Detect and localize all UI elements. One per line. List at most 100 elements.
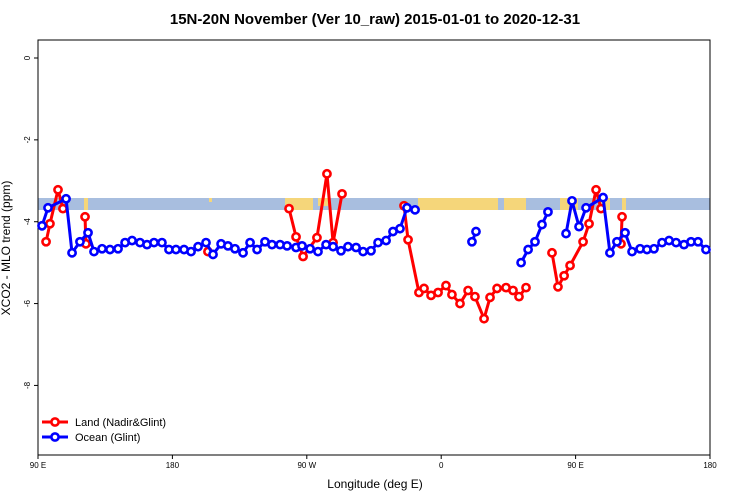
data-point [127,235,137,246]
data-point [492,283,502,294]
y-tick-label: 0 [23,55,32,60]
data-point [322,168,332,179]
data-point [297,240,307,251]
x-tick-label: 0 [439,461,444,470]
data-point [89,246,99,257]
legend-label: Ocean (Glint) [75,432,140,444]
data-point [581,202,591,213]
data-point [43,202,53,213]
data-point [402,202,412,213]
data-point [591,184,601,195]
y-axis-label: XCO2 - MLO trend (ppm) [0,181,13,316]
data-point [671,237,682,248]
data-point [105,244,115,255]
x-axis-label: Longitude (deg E) [327,477,422,491]
data-point [366,245,376,256]
data-point [508,285,518,296]
data-point [574,221,584,232]
legend-marker [50,417,60,427]
data-point [578,236,588,247]
data-point [193,241,203,252]
data-point [41,236,51,247]
y-tick-label: -8 [23,381,32,389]
data-point [530,236,540,247]
data-point [186,246,196,257]
data-point [267,239,277,250]
data-point [537,219,547,230]
data-point [567,195,577,206]
data-point [337,188,347,199]
data-point [328,241,338,252]
data-point [467,236,477,247]
data-point [617,211,627,222]
data-point [291,231,301,242]
data-point [149,237,159,248]
x-tick-label: 90 E [30,461,46,470]
data-point [485,292,495,303]
x-tick-label: 180 [166,461,180,470]
data-point [238,247,248,258]
data-point [693,236,703,247]
data-point [584,218,594,229]
legend-label: Land (Nadir&Glint) [75,417,166,429]
data-point [627,246,637,257]
data-point [230,243,240,254]
data-point [305,243,315,254]
data-point [83,227,93,238]
data-point [547,247,557,258]
data-point [553,281,563,292]
data-point [403,234,413,245]
data-point [598,192,608,203]
data-point [381,235,391,246]
data-point [514,291,524,302]
data-point [441,280,451,291]
data-point [97,243,107,254]
data-point [479,313,489,324]
data-point [245,237,255,248]
data-point [298,251,308,262]
data-point [605,247,615,258]
data-point [45,218,55,229]
data-point [447,289,457,300]
data-point [701,244,711,255]
data-point [313,246,323,257]
data-point [463,285,473,296]
data-point [252,244,262,255]
data-point [612,236,622,247]
data-point [312,232,322,243]
data-point [521,282,531,293]
data-point [157,237,167,248]
data-point [543,206,553,217]
data-point [358,246,368,257]
y-tick-label: -2 [23,136,32,144]
data-point [208,249,218,260]
data-point [561,228,571,239]
data-point [351,242,361,253]
data-point [67,247,77,258]
data-point [113,243,123,254]
land-mask-strip [38,198,710,210]
data-point [410,204,420,215]
data-point [455,298,465,309]
data-point [61,193,71,204]
data-point [523,244,534,255]
data-point [516,257,526,268]
data-point [171,244,181,255]
data-point [80,211,90,222]
data-point [395,223,405,234]
legend-marker [50,432,60,442]
data-point [373,237,383,248]
x-tick-label: 180 [703,461,717,470]
data-point [284,203,294,214]
data-point [433,287,443,298]
data-point [419,283,429,294]
data-point [53,184,63,195]
y-tick-label: -4 [23,218,32,226]
data-point [565,260,575,271]
data-point [649,243,659,254]
data-point [470,291,480,302]
data-point [336,245,346,256]
data-point [343,241,353,252]
data-point [471,226,481,237]
